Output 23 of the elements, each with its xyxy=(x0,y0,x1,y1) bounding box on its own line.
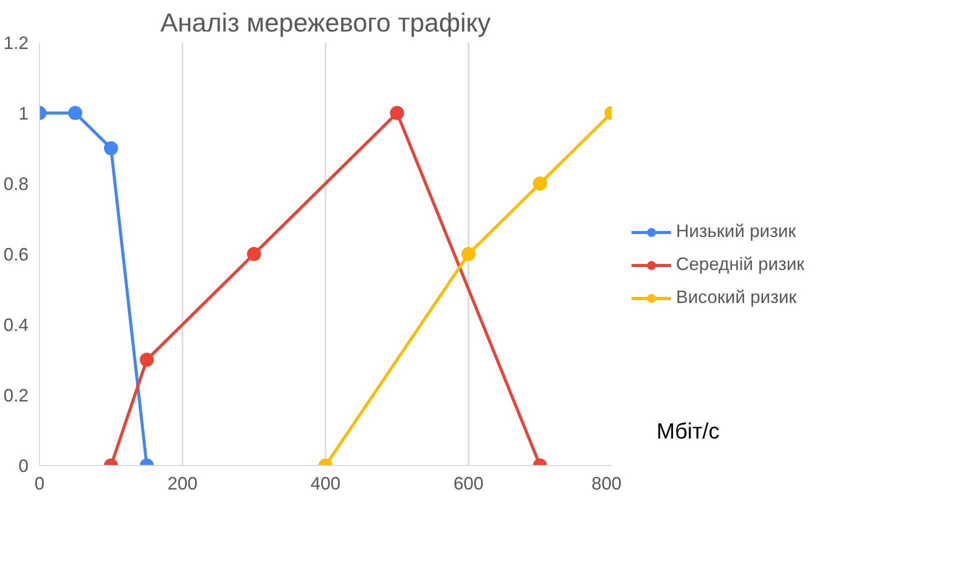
y-tick-label: 1 xyxy=(18,104,29,124)
x-tick-label: 800 xyxy=(591,474,622,494)
y-tick-label: 0.2 xyxy=(3,386,29,406)
y-tick-label: 1.2 xyxy=(3,33,29,53)
point xyxy=(390,106,404,120)
legend-label: Середній ризик xyxy=(676,254,804,275)
y-tick-label: 0.4 xyxy=(3,315,29,335)
y-tick-label: 0 xyxy=(18,456,29,476)
x-tick-label: 0 xyxy=(34,474,45,494)
point xyxy=(462,247,476,261)
point xyxy=(104,141,118,156)
legend-label: Низький ризик xyxy=(676,221,796,242)
chart-title: Аналіз мережевого трафіку xyxy=(160,8,491,38)
x-axis-title: Мбіт/с xyxy=(656,418,720,444)
point xyxy=(247,247,261,261)
y-tick-label: 0.8 xyxy=(3,174,29,194)
x-tick-label: 200 xyxy=(167,474,198,494)
point xyxy=(533,176,547,190)
point xyxy=(68,106,82,120)
legend-label: Високий ризик xyxy=(676,287,797,308)
x-tick-label: 400 xyxy=(310,474,341,494)
x-tick-label: 600 xyxy=(453,474,484,494)
y-tick-label: 0.6 xyxy=(3,244,29,264)
